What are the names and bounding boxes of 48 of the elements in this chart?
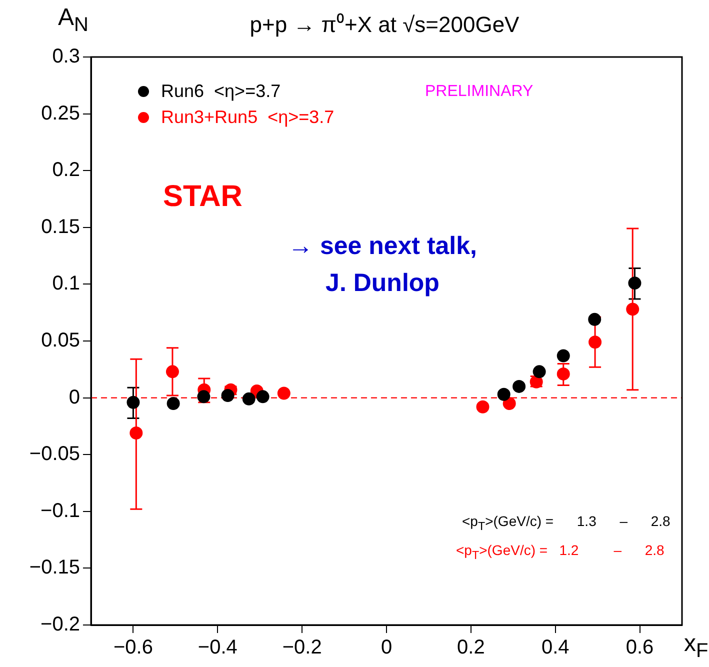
y-tick-label: −0.05 [29, 443, 80, 466]
point [556, 349, 570, 362]
y-tick-label: 0.2 [52, 159, 80, 182]
y-tick-label: −0.15 [29, 556, 80, 579]
point [221, 389, 234, 402]
x-tick-label: 0 [380, 636, 392, 659]
y-tick-label: 0.05 [41, 330, 80, 352]
x-tick-label: 0.2 [457, 636, 485, 659]
point [497, 388, 510, 401]
point [197, 390, 210, 404]
x-tick-label: −0.2 [282, 636, 322, 659]
legend-label: Run3+Run5 <η>=3.7 [161, 106, 334, 128]
x-tick-label: 0.4 [541, 636, 570, 659]
point [166, 365, 179, 378]
point [556, 367, 570, 380]
point [130, 426, 143, 440]
point [626, 302, 640, 316]
y-tick-label: 0.3 [52, 46, 80, 68]
point [256, 390, 270, 404]
annotation: <p$_{T}$>(GeV/c) = 1.3 – 2.8 [462, 513, 670, 533]
y-tick-label: 0 [68, 386, 80, 408]
point [512, 380, 526, 393]
legend-label: Run6 <η>=3.7 [161, 80, 281, 102]
x-tick-label: 0.6 [626, 636, 654, 659]
x-axis-title: x$_{F}$ [684, 630, 708, 663]
x-tick-label: −0.6 [113, 636, 153, 659]
point [588, 312, 602, 326]
chart-title: p+p → π⁰+X at √s=200GeV [250, 12, 520, 37]
y-axis-title: A$_{N}$ [58, 4, 88, 37]
point [166, 396, 180, 410]
annotation: STAR [163, 180, 242, 214]
annotation: PRELIMINARY [425, 83, 534, 101]
point [502, 396, 516, 410]
point [126, 396, 140, 409]
y-tick-label: −0.2 [40, 614, 80, 636]
point [277, 386, 290, 400]
y-tick-label: −0.1 [40, 500, 80, 522]
y-tick-label: 0.1 [52, 272, 80, 295]
y-tick-label: 0.25 [41, 102, 80, 124]
annotation: <p$_{T}$>(GeV/c) = 1.2 – 2.8 [456, 542, 664, 562]
x-tick-label: −0.4 [198, 636, 238, 659]
point [628, 276, 642, 290]
annotation: → see next talk, J. Dunlop [287, 231, 478, 299]
point [242, 392, 256, 406]
point [476, 400, 490, 414]
point [532, 365, 546, 378]
point [588, 336, 602, 349]
y-tick-label: 0.15 [41, 216, 80, 238]
